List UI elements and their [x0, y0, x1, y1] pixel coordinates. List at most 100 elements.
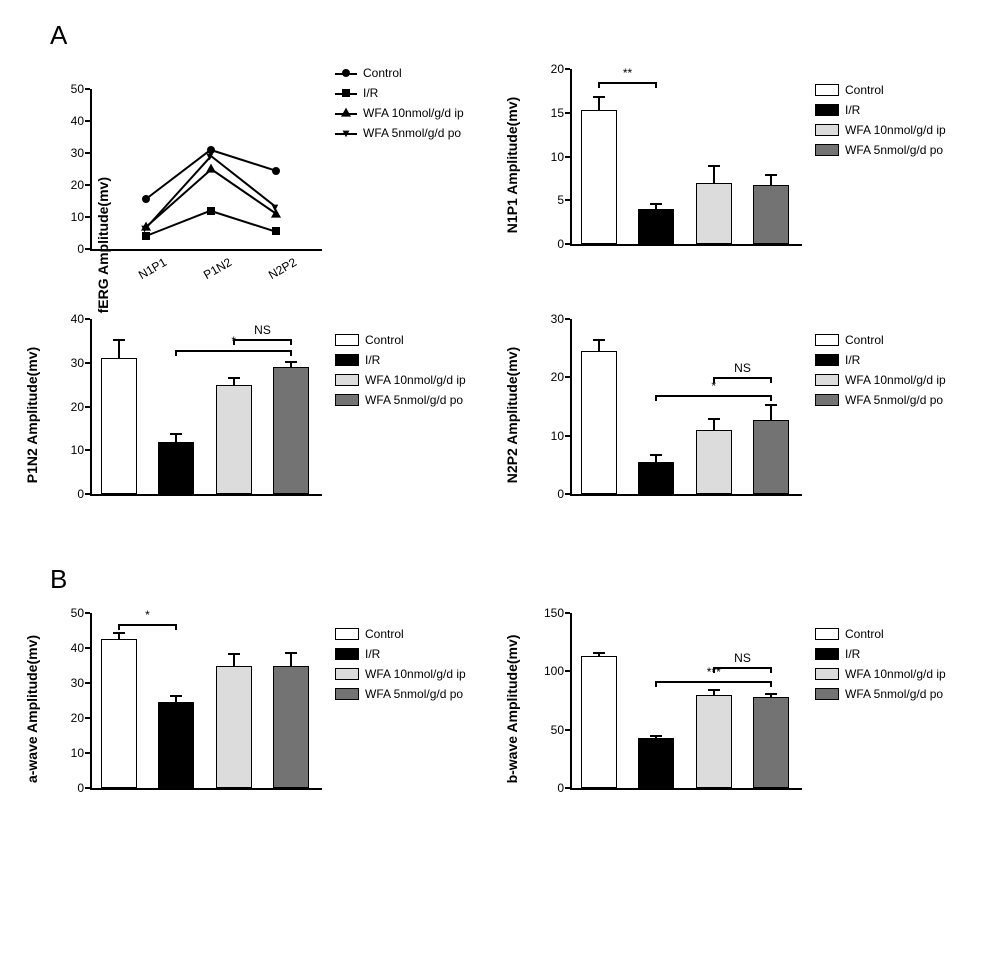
chart-marker: [272, 167, 280, 175]
line-chart: fERG Amplitude(mv)01020304050N1P1P1N2N2P…: [20, 59, 500, 279]
bar: [581, 110, 617, 244]
legend-label: WFA 5nmol/g/d po: [845, 685, 943, 703]
bar: [216, 385, 252, 494]
section-label-a: A: [50, 20, 980, 51]
y-tick: 10: [71, 746, 84, 760]
chart-marker: [272, 227, 280, 235]
bar: [101, 358, 137, 494]
y-tick: 50: [71, 606, 84, 620]
row-2: P1N2 Amplitude(mv)010203040NS*ControlI/R…: [20, 309, 980, 529]
legend: ControlI/RWFA 10nmol/g/d ipWFA 5nmol/g/d…: [815, 625, 946, 705]
bar: [696, 183, 732, 244]
legend-label: I/R: [845, 645, 860, 663]
legend-swatch: [815, 84, 839, 96]
x-tick-label: N2P2: [266, 255, 299, 282]
legend: Control I/R WFA 10nmol/g/d ip WFA 5nmol/g/d…: [335, 625, 466, 705]
y-tick: 40: [71, 312, 84, 326]
legend-swatch: [335, 688, 359, 700]
bar: [638, 738, 674, 788]
chart-marker: ▾: [272, 203, 280, 211]
y-axis-label: fERG Amplitude(mv): [95, 109, 111, 245]
legend-label: WFA 10nmol/g/d ip: [365, 665, 466, 683]
y-tick: 5: [557, 193, 564, 207]
legend-label: WFA 10nmol/g/d ip: [845, 121, 946, 139]
legend-swatch: [335, 394, 359, 406]
y-tick: 10: [71, 443, 84, 457]
legend-label: WFA 10nmol/g/d ip: [363, 104, 464, 122]
legend: ControlI/RWFA 10nmol/g/d ipWFA 5nmol/g/d…: [815, 81, 946, 161]
significance-label: ***: [707, 665, 721, 679]
legend-swatch: [335, 648, 359, 660]
significance-label: *: [145, 608, 150, 622]
bar-chart-awave: a-wave Amplitude(mv)01020304050*ControlI…: [20, 603, 500, 823]
bar: [273, 367, 309, 494]
legend-swatch: [815, 354, 839, 366]
legend-label: WFA 5nmol/g/d po: [365, 685, 463, 703]
y-tick: 30: [71, 676, 84, 690]
legend-swatch: [815, 668, 839, 680]
legend-label: WFA 10nmol/g/d ip: [845, 371, 946, 389]
y-tick: 30: [551, 312, 564, 326]
bar: [158, 442, 194, 495]
legend-swatch: [815, 628, 839, 640]
bar: [696, 695, 732, 788]
bar: [158, 702, 194, 788]
x-tick-label: P1N2: [201, 255, 234, 282]
y-tick: 0: [557, 487, 564, 501]
y-tick: 20: [551, 62, 564, 76]
legend-label: WFA 10nmol/g/d ip: [365, 371, 466, 389]
legend-swatch: [335, 628, 359, 640]
legend: ControlI/RWFA 10nmol/g/d ip▾WFA 5nmol/g/…: [335, 64, 464, 144]
bar: [581, 351, 617, 494]
legend-label: I/R: [363, 84, 378, 102]
bar: [753, 420, 789, 494]
figure: A fERG Amplitude(mv)01020304050N1P1P1N2N…: [20, 20, 980, 823]
chart-marker: [207, 207, 215, 215]
significance-label: NS: [734, 651, 751, 665]
legend-label: Control: [363, 64, 402, 82]
y-tick: 20: [551, 370, 564, 384]
y-tick: 40: [71, 641, 84, 655]
legend-label: WFA 5nmol/g/d po: [365, 391, 463, 409]
y-tick: 20: [71, 400, 84, 414]
bar-chart-n2p2: N2P2 Amplitude(mv)0102030NS*ControlI/RWF…: [500, 309, 980, 529]
chart-marker: ▾: [207, 152, 215, 160]
section-label-b: B: [50, 564, 980, 595]
x-tick-label: N1P1: [136, 255, 169, 282]
bar: [273, 666, 309, 789]
y-tick: 0: [557, 781, 564, 795]
legend-swatch: [815, 374, 839, 386]
legend-label: I/R: [365, 645, 380, 663]
significance-label: *: [231, 334, 236, 348]
row-1: fERG Amplitude(mv)01020304050N1P1P1N2N2P…: [20, 59, 980, 279]
legend-label: I/R: [365, 351, 380, 369]
significance-label: **: [623, 66, 632, 80]
significance-label: NS: [734, 361, 751, 375]
legend-label: Control: [365, 625, 404, 643]
y-tick: 15: [551, 106, 564, 120]
legend: ControlI/RWFA 10nmol/g/d ipWFA 5nmol/g/d…: [815, 331, 946, 411]
legend-label: I/R: [845, 101, 860, 119]
bar-chart-n1p1: N1P1 Amplitude(mv)05101520**ControlI/RWF…: [500, 59, 980, 279]
legend-label: Control: [845, 625, 884, 643]
bar-chart-bwave: b-wave Amplitude(mv)050100150NS***Contro…: [500, 603, 980, 823]
bar: [216, 666, 252, 789]
bar: [696, 430, 732, 494]
legend-label: Control: [365, 331, 404, 349]
bar: [581, 656, 617, 788]
bar: [753, 697, 789, 788]
legend-swatch: [335, 354, 359, 366]
legend-label: Control: [845, 331, 884, 349]
legend-swatch: [815, 394, 839, 406]
bar: [638, 209, 674, 244]
legend-swatch: [815, 648, 839, 660]
legend: Control I/R WFA 10nmol/g/d ip WFA 5nmol/g/d…: [335, 331, 466, 411]
legend-swatch: [815, 104, 839, 116]
legend-swatch: [335, 374, 359, 386]
legend-label: WFA 5nmol/g/d po: [363, 124, 461, 142]
y-tick: 100: [544, 664, 564, 678]
bar: [753, 185, 789, 244]
legend-label: WFA 5nmol/g/d po: [845, 141, 943, 159]
y-tick: 30: [71, 356, 84, 370]
legend-swatch: [815, 688, 839, 700]
